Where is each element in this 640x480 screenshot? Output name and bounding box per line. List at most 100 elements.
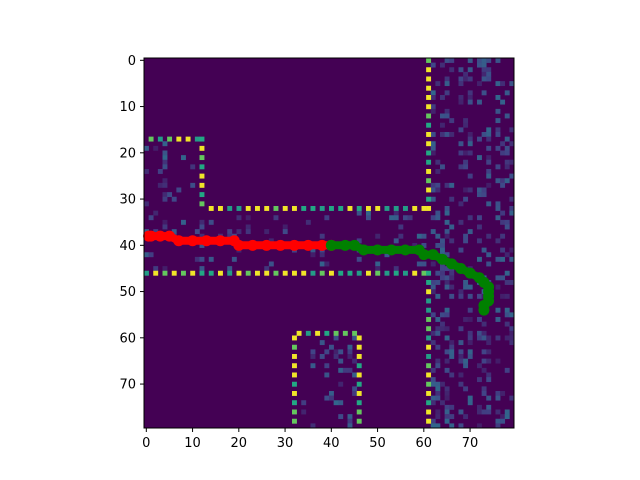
noise-cell <box>430 289 436 295</box>
wall-cell <box>356 363 362 369</box>
wall-cell <box>236 206 242 211</box>
noise-cell <box>495 81 501 87</box>
noise-cell <box>444 307 450 313</box>
wall-cell <box>292 363 297 369</box>
noise-cell <box>449 349 455 355</box>
noise-cell <box>504 150 510 156</box>
noise-cell <box>190 164 196 170</box>
noise-cell <box>477 423 482 429</box>
red-path-point <box>274 239 286 251</box>
noise-cell <box>486 335 492 341</box>
wall-cell <box>426 307 432 313</box>
noise-cell <box>477 215 482 221</box>
noise-cell <box>495 206 501 211</box>
noise-cell <box>481 67 487 73</box>
green-path-point <box>427 249 439 261</box>
noise-cell <box>305 219 311 225</box>
noise-cell <box>310 252 316 258</box>
noise-cell <box>463 386 469 392</box>
wall-cell <box>333 330 339 336</box>
wall-cell <box>338 206 344 211</box>
wall-cell <box>356 354 362 359</box>
wall-cell <box>319 206 325 211</box>
noise-cell <box>352 386 358 392</box>
noise-cell <box>486 340 492 346</box>
x-tick-label: 20 <box>231 436 248 451</box>
wall-cell <box>208 206 214 211</box>
wall-cell <box>426 104 432 110</box>
noise-cell <box>449 196 455 202</box>
wall-cell <box>236 270 242 276</box>
noise-cell <box>449 293 455 299</box>
noise-cell <box>194 229 200 235</box>
noise-cell <box>157 169 163 174</box>
noise-cell <box>435 215 441 221</box>
noise-cell <box>458 95 464 100</box>
wall-cell <box>282 206 288 211</box>
wall-cell <box>356 344 362 350</box>
noise-cell <box>463 164 469 170</box>
noise-cell <box>333 354 339 359</box>
noise-cell <box>435 326 441 332</box>
noise-cell <box>486 372 492 378</box>
noise-cell <box>463 187 469 193</box>
noise-cell <box>310 349 316 355</box>
noise-cell <box>333 335 339 341</box>
noise-cell <box>435 270 441 276</box>
noise-cell <box>407 215 413 221</box>
wall-cell <box>426 289 432 295</box>
noise-cell <box>162 224 168 230</box>
noise-cell <box>268 238 274 244</box>
noise-cell <box>495 108 501 114</box>
wall-cell <box>426 187 432 193</box>
noise-cell <box>366 210 371 216</box>
noise-cell <box>430 261 436 267</box>
wall-cell <box>426 391 432 396</box>
noise-cell <box>477 404 482 410</box>
noise-cell <box>435 243 441 248</box>
noise-cell <box>504 224 510 230</box>
wall-cell <box>426 409 432 415</box>
noise-cell <box>504 270 510 276</box>
noise-cell <box>477 256 482 262</box>
wall-cell <box>199 182 205 188</box>
noise-cell <box>430 284 436 290</box>
noise-cell <box>324 261 330 267</box>
noise-cell <box>329 344 334 350</box>
wall-cell <box>347 270 353 276</box>
noise-cell <box>444 386 450 392</box>
noise-cell <box>153 145 159 151</box>
wall-cell <box>375 206 381 211</box>
wall-cell <box>426 67 432 73</box>
red-path-point <box>163 230 175 242</box>
noise-cell <box>477 192 482 198</box>
wall-cell <box>426 400 432 406</box>
noise-cell <box>463 150 469 156</box>
noise-cell <box>449 118 455 124</box>
noise-cell <box>435 169 441 174</box>
noise-cell <box>504 335 510 341</box>
noise-cell <box>435 395 441 401</box>
noise-cell <box>440 266 445 272</box>
wall-cell <box>292 206 297 211</box>
noise-cell <box>430 229 436 235</box>
noise-cell <box>264 266 270 272</box>
noise-cell <box>495 164 501 170</box>
noise-cell <box>162 159 168 165</box>
wall-cell <box>426 326 432 332</box>
wall-cell <box>208 270 214 276</box>
wall-cell <box>292 372 297 378</box>
noise-cell <box>486 71 492 77</box>
noise-cell <box>495 238 501 244</box>
noise-cell <box>435 187 441 193</box>
noise-cell <box>144 252 149 258</box>
noise-cell <box>435 423 441 429</box>
wall-cell <box>185 136 191 142</box>
noise-cell <box>481 321 487 327</box>
noise-cell <box>375 266 381 272</box>
noise-cell <box>352 358 358 364</box>
wall-cell <box>324 330 330 336</box>
wall-cell <box>273 206 279 211</box>
noise-cell <box>440 326 445 332</box>
noise-cell <box>430 132 436 137</box>
